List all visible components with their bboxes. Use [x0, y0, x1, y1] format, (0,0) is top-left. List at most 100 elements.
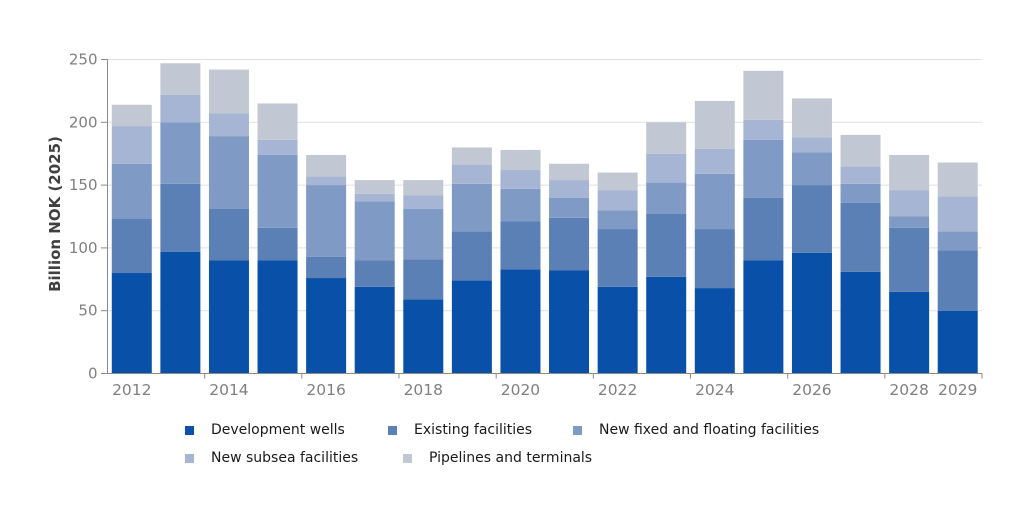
bar-segment-2019-new-subsea-facilities[interactable]: [451, 165, 492, 184]
bar-segment-2013-new-subsea-facilities[interactable]: [160, 94, 201, 123]
bar-segment-2023-pipelines-and-terminals[interactable]: [646, 122, 687, 154]
bar-segment-2028-new-fixed-and-floating-facilities[interactable]: [889, 216, 930, 228]
bar-segment-2027-new-subsea-facilities[interactable]: [840, 166, 881, 184]
bar-segment-2023-new-subsea-facilities[interactable]: [646, 153, 687, 183]
bar-segment-2020-new-subsea-facilities[interactable]: [500, 170, 541, 189]
bar-segment-2012-existing-facilities[interactable]: [111, 219, 152, 274]
bar-segment-2022-new-fixed-and-floating-facilities[interactable]: [597, 210, 638, 230]
bar-segment-2027-new-fixed-and-floating-facilities[interactable]: [840, 183, 881, 203]
bar-segment-2018-existing-facilities[interactable]: [403, 259, 444, 300]
bar-segment-2029-new-fixed-and-floating-facilities[interactable]: [937, 231, 978, 251]
bar-segment-2015-new-fixed-and-floating-facilities[interactable]: [257, 154, 298, 228]
bar-segment-2016-new-subsea-facilities[interactable]: [306, 176, 347, 186]
bar-segment-2027-development-wells[interactable]: [840, 271, 881, 374]
bar-segment-2024-existing-facilities[interactable]: [694, 229, 735, 289]
bar-segment-2028-existing-facilities[interactable]: [889, 227, 930, 292]
x-tick-label-2012: 2012: [112, 381, 151, 399]
bar-segment-2017-existing-facilities[interactable]: [354, 260, 395, 287]
bar-segment-2024-new-fixed-and-floating-facilities[interactable]: [694, 173, 735, 230]
legend-item-development-wells[interactable]: Development wells: [185, 422, 345, 438]
bar-segment-2014-new-subsea-facilities[interactable]: [208, 113, 249, 137]
bar-segment-2018-new-subsea-facilities[interactable]: [403, 195, 444, 209]
legend-item-existing-facilities[interactable]: Existing facilities: [388, 422, 532, 438]
bar-segment-2021-pipelines-and-terminals[interactable]: [549, 163, 590, 181]
bar-segment-2019-new-fixed-and-floating-facilities[interactable]: [451, 183, 492, 232]
chart-plot: 0 50 100 150 200 250 2012 2014 2016 2018 2020 2022 2…: [69, 51, 983, 399]
bar-segment-2029-existing-facilities[interactable]: [937, 250, 978, 311]
bar-segment-2019-pipelines-and-terminals[interactable]: [451, 147, 492, 165]
bar-segment-2016-pipelines-and-terminals[interactable]: [306, 154, 347, 177]
bar-segment-2015-pipelines-and-terminals[interactable]: [257, 103, 298, 140]
bar-segment-2021-development-wells[interactable]: [549, 270, 590, 374]
bar-segment-2013-new-fixed-and-floating-facilities[interactable]: [160, 122, 201, 184]
bar-segment-2026-new-fixed-and-floating-facilities[interactable]: [791, 152, 832, 186]
bar-segment-2013-development-wells[interactable]: [160, 251, 201, 374]
bar-segment-2022-development-wells[interactable]: [597, 286, 638, 374]
bar-segment-2019-development-wells[interactable]: [451, 280, 492, 374]
legend-item-pipelines-and-terminals[interactable]: Pipelines and terminals: [403, 450, 592, 466]
bar-segment-2025-development-wells[interactable]: [743, 260, 784, 374]
legend-label-new-fixed-and-floating-facilities: New fixed and floating facilities: [599, 422, 820, 438]
bar-segment-2029-development-wells[interactable]: [937, 310, 978, 374]
bar-segment-2028-development-wells[interactable]: [889, 291, 930, 374]
bar-segment-2014-new-fixed-and-floating-facilities[interactable]: [208, 136, 249, 209]
bar-segment-2024-development-wells[interactable]: [694, 288, 735, 374]
bar-segment-2024-new-subsea-facilities[interactable]: [694, 148, 735, 174]
bar-segment-2018-development-wells[interactable]: [403, 299, 444, 374]
bar-segment-2025-existing-facilities[interactable]: [743, 197, 784, 261]
x-tick-label-2024: 2024: [695, 381, 734, 399]
bar-segment-2024-pipelines-and-terminals[interactable]: [694, 100, 735, 149]
legend-item-new-subsea-facilities[interactable]: New subsea facilities: [185, 450, 358, 466]
bar-segment-2012-new-fixed-and-floating-facilities[interactable]: [111, 163, 152, 220]
bar-segment-2020-new-fixed-and-floating-facilities[interactable]: [500, 188, 541, 222]
bar-segment-2022-existing-facilities[interactable]: [597, 229, 638, 287]
bar-segment-2026-new-subsea-facilities[interactable]: [791, 137, 832, 153]
bar-segment-2015-new-subsea-facilities[interactable]: [257, 139, 298, 155]
bar-segment-2016-development-wells[interactable]: [306, 278, 347, 374]
bar-segment-2013-existing-facilities[interactable]: [160, 183, 201, 252]
bar-segment-2023-existing-facilities[interactable]: [646, 213, 687, 277]
bar-segment-2021-new-fixed-and-floating-facilities[interactable]: [549, 197, 590, 218]
bar-segment-2023-development-wells[interactable]: [646, 276, 687, 374]
bar-segment-2019-existing-facilities[interactable]: [451, 231, 492, 281]
bar-segment-2016-new-fixed-and-floating-facilities[interactable]: [306, 185, 347, 257]
bar-segment-2022-new-subsea-facilities[interactable]: [597, 190, 638, 211]
bar-segment-2026-existing-facilities[interactable]: [791, 185, 832, 253]
bar-segment-2012-new-subsea-facilities[interactable]: [111, 126, 152, 164]
bar-segment-2014-pipelines-and-terminals[interactable]: [208, 69, 249, 114]
bar-segment-2020-development-wells[interactable]: [500, 269, 541, 374]
bar-segment-2025-new-subsea-facilities[interactable]: [743, 119, 784, 140]
bar-segment-2027-pipelines-and-terminals[interactable]: [840, 134, 881, 167]
bar-segment-2026-development-wells[interactable]: [791, 252, 832, 374]
bar-segment-2021-existing-facilities[interactable]: [549, 217, 590, 271]
bar-segment-2028-new-subsea-facilities[interactable]: [889, 190, 930, 217]
bar-segment-2027-existing-facilities[interactable]: [840, 202, 881, 272]
legend-item-new-fixed-and-floating-facilities[interactable]: New fixed and floating facilities: [573, 422, 819, 438]
bar-segment-2020-pipelines-and-terminals[interactable]: [500, 149, 541, 171]
bar-segment-2025-new-fixed-and-floating-facilities[interactable]: [743, 139, 784, 198]
bar-segment-2015-existing-facilities[interactable]: [257, 227, 298, 261]
bar-segment-2026-pipelines-and-terminals[interactable]: [791, 98, 832, 138]
bar-segment-2012-pipelines-and-terminals[interactable]: [111, 104, 152, 127]
bar-segment-2025-pipelines-and-terminals[interactable]: [743, 70, 784, 120]
bar-segment-2018-new-fixed-and-floating-facilities[interactable]: [403, 208, 444, 260]
bar-segment-2014-existing-facilities[interactable]: [208, 208, 249, 261]
bar-segment-2017-new-subsea-facilities[interactable]: [354, 193, 395, 202]
bar-segment-2021-new-subsea-facilities[interactable]: [549, 180, 590, 198]
bar-segment-2029-new-subsea-facilities[interactable]: [937, 196, 978, 232]
bar-segment-2023-new-fixed-and-floating-facilities[interactable]: [646, 182, 687, 214]
bar-segment-2029-pipelines-and-terminals[interactable]: [937, 162, 978, 197]
bar-segment-2020-existing-facilities[interactable]: [500, 221, 541, 270]
bar-segment-2013-pipelines-and-terminals[interactable]: [160, 63, 201, 95]
bar-segment-2028-pipelines-and-terminals[interactable]: [889, 154, 930, 191]
bar-segment-2016-existing-facilities[interactable]: [306, 256, 347, 279]
bar-segment-2017-development-wells[interactable]: [354, 286, 395, 374]
bar-segment-2012-development-wells[interactable]: [111, 273, 152, 374]
bar-segment-2017-new-fixed-and-floating-facilities[interactable]: [354, 201, 395, 261]
bar-segment-2022-pipelines-and-terminals[interactable]: [597, 172, 638, 191]
bar-segment-2017-pipelines-and-terminals[interactable]: [354, 180, 395, 194]
x-tick-label-2028: 2028: [889, 381, 928, 399]
bar-segment-2015-development-wells[interactable]: [257, 260, 298, 374]
bar-segment-2018-pipelines-and-terminals[interactable]: [403, 180, 444, 196]
bar-segment-2014-development-wells[interactable]: [208, 260, 249, 374]
